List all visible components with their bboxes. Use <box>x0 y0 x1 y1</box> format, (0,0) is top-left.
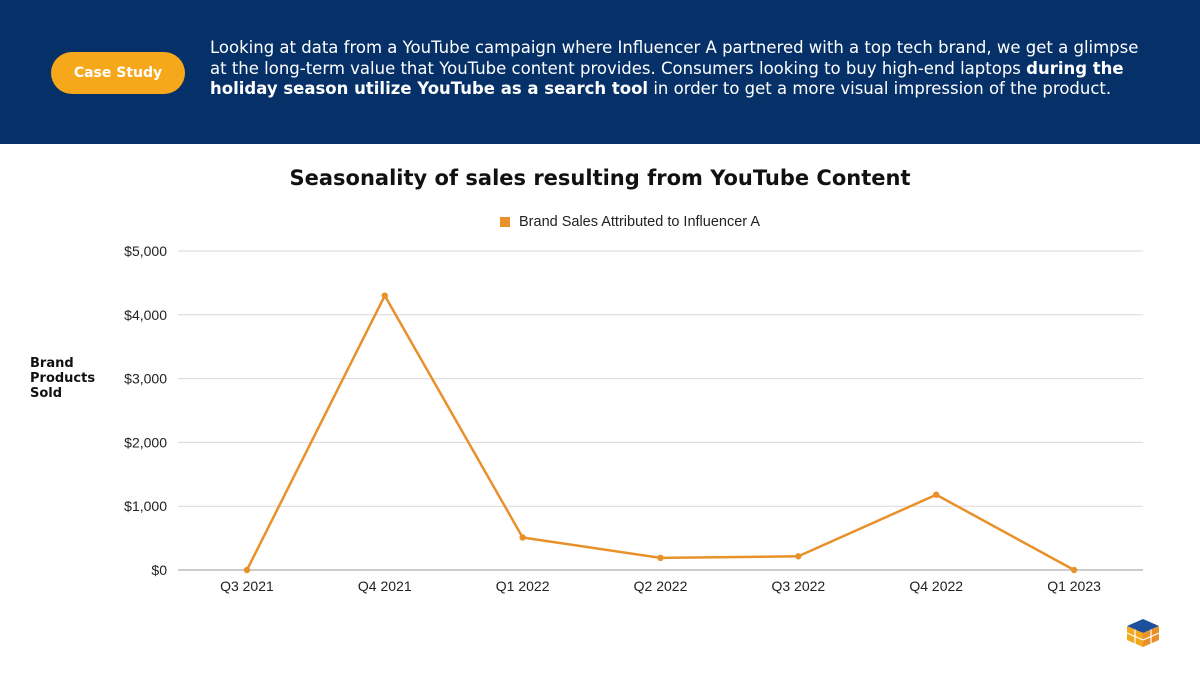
cube-logo-icon <box>1126 619 1160 647</box>
data-point <box>795 553 802 560</box>
x-tick-label: Q4 2022 <box>909 578 963 594</box>
y-tick-label: $3,000 <box>124 371 167 387</box>
series-line <box>245 294 1075 572</box>
y-axis-label: Brand Products Sold <box>30 356 96 401</box>
x-tick-label: Q3 2021 <box>220 578 274 594</box>
data-point <box>519 534 526 541</box>
data-point <box>933 491 940 498</box>
chart-legend: Brand Sales Attributed to Influencer A <box>500 214 760 230</box>
y-tick-label: $5,000 <box>124 243 167 259</box>
y-tick-label: $0 <box>151 562 167 578</box>
data-point <box>243 566 251 574</box>
x-tick-label: Q1 2022 <box>496 578 550 594</box>
data-point <box>657 554 664 562</box>
intro-text-part2: in order to get a more visual impression… <box>648 79 1112 98</box>
x-tick-label: Q1 2023 <box>1047 578 1101 594</box>
legend-swatch <box>500 217 510 227</box>
y-tick-label: $4,000 <box>124 307 167 323</box>
y-tick-labels: $0 $1,000 $2,000 $3,000 $4,000 $5,000 <box>124 243 167 578</box>
header-banner: Case Study Looking at data from a YouTub… <box>0 0 1200 144</box>
intro-text-bold: during the holiday season utilize YouTub… <box>210 58 1124 99</box>
x-tick-label: Q3 2022 <box>771 578 825 594</box>
x-tick-labels: Q3 2021 Q4 2021 Q1 2022 Q2 2022 Q3 2022 Q4 20… <box>220 578 1101 594</box>
series-layer <box>243 292 1078 574</box>
intro-text-part1: Looking at data from a YouTube campaign … <box>210 38 1139 78</box>
chart-title: Seasonality of sales resulting from YouT… <box>289 166 911 190</box>
y-tick-label: $2,000 <box>124 434 167 450</box>
legend-label: Brand Sales Attributed to Influencer A <box>519 214 761 230</box>
grid-lines <box>178 250 1143 571</box>
case-study-badge: Case Study <box>51 52 185 94</box>
intro-text: Looking at data from a YouTube campaign … <box>210 38 1160 100</box>
x-tick-label: Q4 2021 <box>358 578 412 594</box>
data-point <box>381 292 388 299</box>
x-tick-label: Q2 2022 <box>634 578 688 594</box>
data-point <box>1070 566 1078 574</box>
y-tick-label: $1,000 <box>124 498 167 514</box>
